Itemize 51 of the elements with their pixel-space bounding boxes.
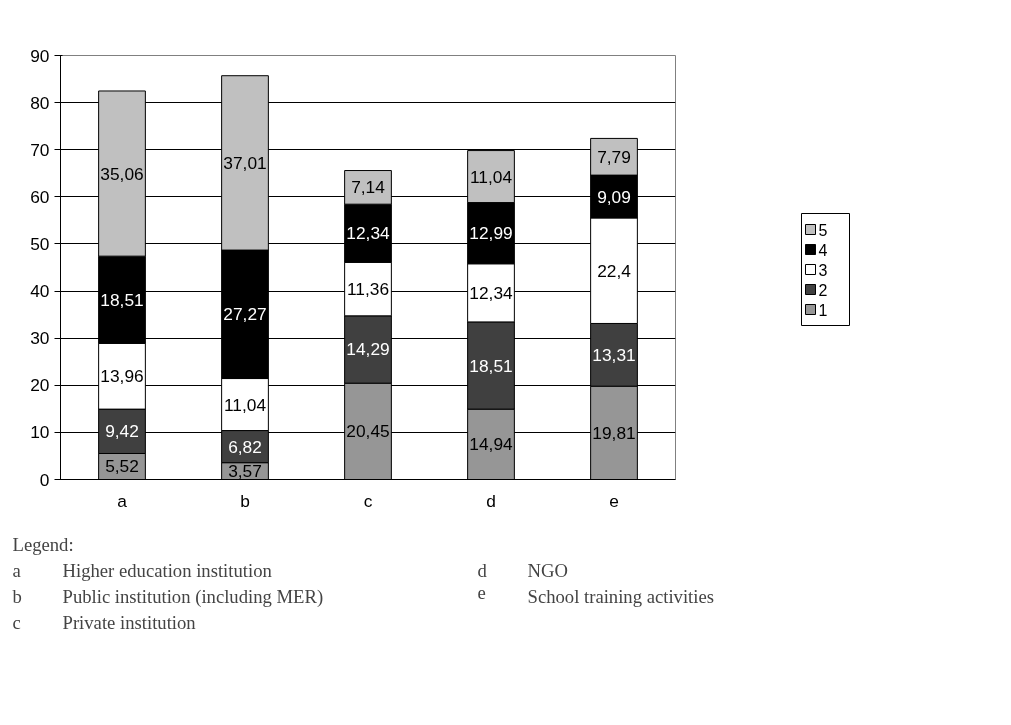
- data-label: 18,51: [469, 355, 513, 376]
- data-label: 9,42: [105, 421, 139, 442]
- data-label: 20,45: [346, 421, 390, 442]
- data-label: 13,31: [592, 344, 636, 365]
- text: Legend:: [12, 533, 74, 555]
- data-label: 9,09: [597, 186, 631, 207]
- x-tick-label: c: [363, 490, 373, 511]
- data-label: 5,52: [105, 456, 139, 477]
- x-tick-label: a: [117, 490, 128, 511]
- legend-label: 1: [818, 301, 828, 319]
- legend-label: 4: [818, 241, 828, 259]
- y-tick-label: 40: [30, 281, 50, 302]
- y-tick-label: 30: [30, 328, 50, 349]
- data-label: 7,14: [351, 177, 386, 198]
- data-label: 19,81: [592, 422, 636, 443]
- data-label: 18,51: [100, 289, 144, 310]
- y-tick-label: 60: [30, 186, 50, 207]
- data-label: 14,94: [469, 434, 514, 455]
- data-label: 12,34: [469, 282, 514, 303]
- data-label: 12,99: [469, 223, 513, 244]
- legend-label: 2: [818, 281, 828, 299]
- y-tick-label: 70: [30, 139, 50, 160]
- text: e School training activities: [477, 581, 715, 607]
- y-tick-label: 0: [39, 469, 50, 490]
- legend-label: 3: [818, 261, 828, 279]
- text: b Public institution (including MER): [12, 585, 324, 607]
- data-label: 13,96: [100, 366, 144, 387]
- data-label: 3,57: [228, 461, 262, 482]
- y-tick-label: 90: [30, 45, 50, 66]
- data-label: 22,4: [597, 260, 632, 281]
- text: d NGO: [477, 559, 568, 581]
- data-label: 37,01: [223, 152, 267, 173]
- x-tick-label: e: [609, 490, 619, 511]
- data-label: 27,27: [223, 304, 267, 325]
- y-tick-label: 20: [30, 375, 50, 396]
- data-label: 11,36: [346, 279, 390, 300]
- data-label: 7,79: [597, 146, 631, 167]
- data-label: 6,82: [228, 436, 262, 457]
- x-tick-label: b: [240, 490, 250, 511]
- x-tick-label: d: [486, 490, 496, 511]
- data-label: 14,29: [346, 339, 390, 360]
- data-label: 11,04: [223, 394, 267, 415]
- legend-label: 5: [818, 221, 828, 239]
- text: a Higher education institution: [12, 559, 272, 581]
- y-tick-label: 50: [30, 233, 50, 254]
- data-label: 11,04: [469, 166, 513, 187]
- data-label: 35,06: [100, 163, 144, 184]
- y-tick-label: 80: [30, 92, 50, 113]
- y-tick-label: 10: [30, 422, 50, 443]
- data-label: 12,34: [346, 223, 391, 244]
- text: c Private institution: [12, 611, 196, 633]
